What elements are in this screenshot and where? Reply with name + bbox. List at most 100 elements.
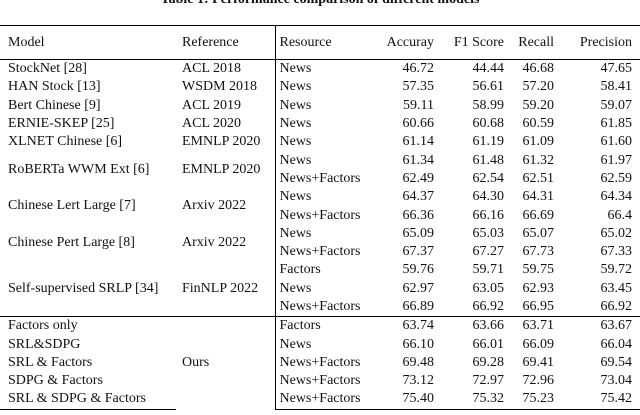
value-cell: 59.20 <box>522 97 555 113</box>
reference-cell: FinNLP 2022 <box>182 280 259 296</box>
value-cell: 61.09 <box>522 134 555 150</box>
value-cell: 69.41 <box>522 354 555 370</box>
value-cell: 66.16 <box>472 207 505 223</box>
value-cell: 59.76 <box>402 262 435 278</box>
reference-cell: Arxiv 2022 <box>182 234 247 250</box>
value-cell: 59.07 <box>600 97 633 113</box>
model-cell: ERNIE-SKEP [25] <box>8 116 115 132</box>
value-cell: 66.92 <box>600 299 633 314</box>
header-cell: Precision <box>558 25 640 60</box>
model-cell: RoBERTa WWM Ext [6] <box>8 161 150 177</box>
value-cell: 63.45 <box>600 280 633 296</box>
resource-cell: News <box>274 78 375 97</box>
value-cell: 66.04 <box>600 336 633 352</box>
model-cell: XLNET Chinese [6] <box>8 134 123 150</box>
model-cell: HAN Stock [13] <box>8 79 101 95</box>
resource-cell: News <box>274 114 375 134</box>
resource-cell: News <box>274 279 375 298</box>
value-cell: 56.61 <box>472 79 505 95</box>
value-cell: 57.20 <box>522 79 555 95</box>
model-cell: StockNet [28] <box>0 59 176 79</box>
table-row: Factors only Ours Factors 63.74 63.66 63.71 63… <box>0 316 640 410</box>
model-cell: Bert Chinese [9] <box>8 97 101 113</box>
table-row: SDPG & Factors News+Factors 73.12 72.97 72.9… <box>0 372 640 391</box>
value-cell: 72.97 <box>472 373 505 389</box>
value-cell: 66.36 <box>402 207 435 223</box>
resource-cell: News <box>274 188 375 207</box>
table-row: StockNet [28] ACL 2018 News 46.72 44.44 46.68… <box>0 59 640 79</box>
reference-cell: ACL 2018 <box>176 59 275 79</box>
table-row: News+Factors 66.89 66.92 66.95 66.92 <box>0 297 640 317</box>
table-row: RoBERTa WWM Ext [6] EMNLP 2020 News 61.34 61… <box>0 151 640 177</box>
value-cell: 59.75 <box>522 262 555 278</box>
value-cell: 60.59 <box>522 116 555 132</box>
model-cell: Self-supervised SRLP [34] <box>8 280 159 296</box>
value-cell: 75.23 <box>508 390 558 410</box>
reference-cell: EMNLP 2020 <box>182 134 261 150</box>
value-cell: 67.37 <box>402 244 435 260</box>
resource-cell: News+Factors <box>274 206 375 225</box>
model-cell: SRL & Factors <box>8 354 93 370</box>
reference-cell: Ours <box>176 316 275 410</box>
header-cell: Recall <box>508 25 558 60</box>
model-cell: SRL & SDPG & Factors <box>0 390 176 410</box>
reference-cell: ACL 2020 <box>182 116 241 132</box>
value-cell: 60.68 <box>472 116 505 132</box>
resource-cell: News+Factors <box>274 353 375 373</box>
value-cell: 61.85 <box>600 116 633 132</box>
resource-cell: News <box>274 133 375 152</box>
value-cell: 66.69 <box>522 207 555 223</box>
value-cell: 58.41 <box>600 79 633 95</box>
value-cell: 69.54 <box>600 354 633 370</box>
value-cell: 65.03 <box>472 225 505 241</box>
table-row: Bert Chinese [9] ACL 2019 News 59.11 58.99 59… <box>0 96 640 115</box>
reference-cell: ACL 2019 <box>182 97 241 113</box>
value-cell: 61.97 <box>600 152 633 168</box>
value-cell: 67.73 <box>522 244 555 260</box>
value-cell: 62.93 <box>522 280 555 296</box>
value-cell: 59.11 <box>403 97 434 113</box>
value-cell: 66.01 <box>472 336 505 352</box>
value-cell: 73.12 <box>402 373 435 389</box>
table-row: ERNIE-SKEP [25] ACL 2020 News 60.66 60.68 60.… <box>0 114 640 134</box>
value-cell: 62.97 <box>402 280 435 296</box>
value-cell: 66.10 <box>402 336 435 352</box>
value-cell: 61.60 <box>600 134 633 150</box>
header-cell: Model <box>0 25 176 60</box>
value-cell: 64.31 <box>522 189 555 205</box>
value-cell: 46.68 <box>508 59 558 79</box>
value-cell: 60.66 <box>402 116 435 132</box>
value-cell: 59.72 <box>600 262 633 278</box>
table-row: HAN Stock [13] WSDM 2018 News 57.35 56.61 57.… <box>0 78 640 97</box>
table-row: News 62.97 63.05 62.93 63.45 <box>0 279 640 298</box>
reference-cell: WSDM 2018 <box>182 79 258 95</box>
value-cell: 61.34 <box>402 152 435 168</box>
resource-cell: News+Factors <box>274 169 375 189</box>
value-cell: 66.09 <box>522 336 555 352</box>
value-cell: 66.95 <box>522 299 555 314</box>
value-cell: 69.48 <box>402 354 435 370</box>
value-cell: 62.59 <box>600 170 633 186</box>
table-row: News+Factors 67.37 67.27 67.73 67.33 <box>0 242 640 262</box>
value-cell: 67.27 <box>472 244 505 260</box>
value-cell: 59.71 <box>472 262 505 278</box>
resource-cell: Factors <box>274 261 375 280</box>
value-cell: 63.71 <box>508 316 558 336</box>
resource-cell: News+Factors <box>274 242 375 262</box>
resource-cell: News <box>274 96 375 115</box>
model-cell: Chinese Lert Large [7] <box>8 198 136 214</box>
resource-cell: News <box>274 59 375 79</box>
resource-cell: News <box>274 335 375 354</box>
reference-cell: Arxiv 2022 <box>182 198 247 214</box>
header-cell: F1 Score <box>438 25 508 60</box>
value-cell: 63.74 <box>375 316 438 336</box>
value-cell: 65.07 <box>522 225 555 241</box>
resource-cell: News+Factors <box>274 372 375 391</box>
value-cell: 69.28 <box>472 354 505 370</box>
value-cell: 62.54 <box>472 170 505 186</box>
value-cell: 63.05 <box>472 280 505 296</box>
header-cell: Resource <box>274 25 375 60</box>
table-row: Chinese Lert Large [7] Arxiv 2022 News 64.3… <box>0 188 640 213</box>
value-cell: 75.40 <box>375 390 438 410</box>
